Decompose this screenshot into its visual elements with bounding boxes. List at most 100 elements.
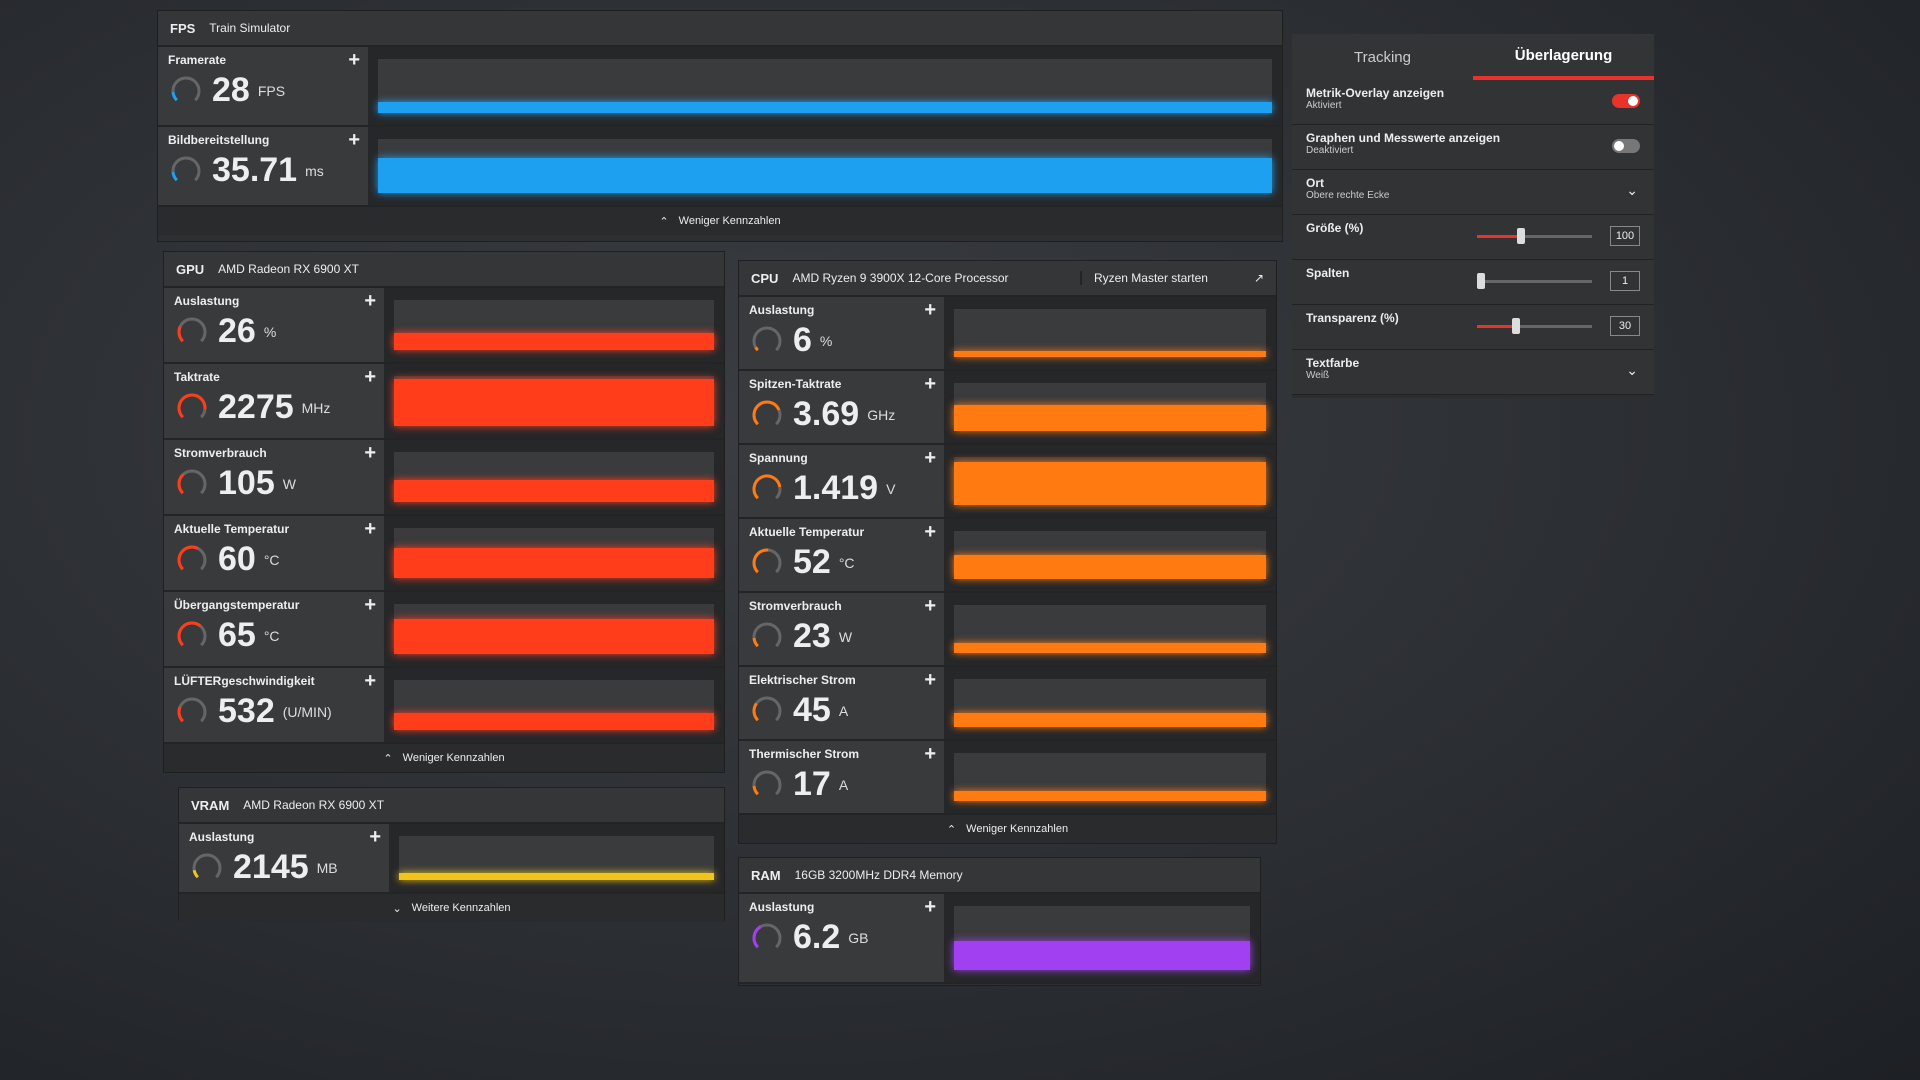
panel-header: GPU AMD Radeon RX 6900 XT [164, 252, 724, 288]
add-metric-icon[interactable]: + [364, 594, 376, 616]
metric-row: Framerate +28 FPS [158, 47, 1282, 127]
toggle-metrics-button[interactable]: ⌃ Weniger Kennzahlen [158, 207, 1282, 235]
metric-value-group: 6% [749, 321, 934, 360]
toggle-metrics-button[interactable]: ⌄ Weitere Kennzahlen [179, 894, 724, 922]
add-metric-icon[interactable]: + [924, 896, 936, 918]
settings-panel: Tracking Überlagerung Metrik-Overlay anz… [1292, 34, 1654, 398]
metric-value-group: 17 A [749, 765, 934, 804]
toggle-metrics-button[interactable]: ⌃ Weniger Kennzahlen [164, 744, 724, 772]
add-metric-icon[interactable]: + [364, 366, 376, 388]
add-metric-icon[interactable]: + [924, 373, 936, 395]
size-value[interactable]: 100 [1610, 226, 1640, 246]
metric-graph [384, 516, 724, 590]
graph-area [954, 753, 1266, 801]
metric-unit: (U/MIN) [282, 703, 332, 720]
columns-slider[interactable] [1477, 273, 1592, 289]
add-metric-icon[interactable]: + [348, 49, 360, 71]
graph-area [954, 309, 1266, 357]
metric-info: Spitzen-Taktrate +3.69 GHz [739, 371, 944, 443]
transparency-slider[interactable] [1477, 318, 1592, 334]
add-metric-icon[interactable]: + [924, 521, 936, 543]
fps-panel: FPS Train Simulator Framerate +28 FPS Bildber… [157, 10, 1283, 242]
toggle-metrics-button[interactable]: ⌃ Weniger Kennzahlen [739, 815, 1276, 843]
metric-row: Aktuelle Temperatur +52 °C [739, 519, 1276, 593]
metric-row: Auslastung +26% [164, 288, 724, 364]
chevron-down-icon: ⌄ [392, 902, 402, 915]
add-metric-icon[interactable]: + [364, 290, 376, 312]
location-dropdown[interactable]: Ort Obere rechte Ecke ⌄ [1292, 170, 1654, 215]
metric-value-group: 28 FPS [168, 71, 358, 110]
gauge-icon [177, 621, 207, 646]
metric-unit: W [282, 475, 296, 492]
metric-graph [944, 371, 1276, 443]
transparency-label: Transparenz (%) [1306, 311, 1399, 325]
add-metric-icon[interactable]: + [348, 129, 360, 151]
add-metric-icon[interactable]: + [364, 442, 376, 464]
metric-unit: V [886, 480, 896, 497]
graph-fill [378, 102, 1272, 113]
metric-value: 52 [793, 543, 831, 581]
metric-row: Auslastung +6% [739, 297, 1276, 371]
metric-unit: % [263, 323, 277, 340]
add-metric-icon[interactable]: + [364, 518, 376, 540]
metric-label: Auslastung [749, 900, 815, 914]
overlay-toggle[interactable] [1612, 94, 1640, 108]
add-metric-icon[interactable]: + [924, 743, 936, 765]
metric-value: 17 [793, 765, 831, 803]
gauge-icon [752, 326, 782, 351]
metric-unit: °C [263, 627, 280, 644]
graphs-toggle-row[interactable]: Graphen und Messwerte anzeigen Deaktivier… [1292, 125, 1654, 170]
overlay-toggle-row[interactable]: Metrik-Overlay anzeigen Aktiviert [1292, 80, 1654, 125]
tab-tracking[interactable]: Tracking [1354, 48, 1411, 66]
metric-value-group: 65 °C [174, 616, 374, 655]
add-metric-icon[interactable]: + [924, 669, 936, 691]
metric-row: Auslastung +6.2 GB [739, 894, 1260, 984]
metric-unit: A [838, 702, 849, 719]
external-link-icon: ↗ [1253, 271, 1264, 285]
metric-unit: GHz [867, 406, 896, 423]
graph-area [378, 59, 1272, 113]
metric-value: 28 [212, 71, 250, 109]
graph-area [954, 679, 1266, 727]
graph-area [394, 528, 714, 578]
metric-value: 105 [218, 464, 275, 502]
graphs-label: Graphen und Messwerte anzeigen [1306, 131, 1501, 145]
chevron-up-icon: ⌃ [946, 823, 957, 836]
metric-graph [944, 297, 1276, 369]
graph-area [394, 376, 714, 426]
gauge-icon [177, 697, 207, 722]
chevron-down-icon: ⌄ [1626, 182, 1638, 198]
graphs-toggle[interactable] [1612, 139, 1640, 153]
metric-value: 3.69 [793, 395, 860, 433]
graph-area [394, 604, 714, 654]
metric-value: 23 [793, 617, 831, 655]
transparency-value[interactable]: 30 [1610, 316, 1640, 336]
metric-label: Aktuelle Temperatur [174, 522, 290, 536]
fps-title: Train Simulator [209, 21, 291, 35]
metric-row: Stromverbrauch +105 W [164, 440, 724, 516]
textcolor-dropdown[interactable]: Textfarbe Weiß ⌄ [1292, 350, 1654, 395]
graph-area [378, 139, 1272, 193]
panel-header: FPS Train Simulator [158, 11, 1282, 47]
metric-graph [389, 824, 724, 892]
graph-area [954, 531, 1266, 579]
tab-overlay[interactable]: Überlagerung [1473, 34, 1654, 80]
graph-area [399, 836, 714, 880]
add-metric-icon[interactable]: + [924, 447, 936, 469]
add-metric-icon[interactable]: + [364, 670, 376, 692]
add-metric-icon[interactable]: + [924, 595, 936, 617]
columns-value[interactable]: 1 [1610, 271, 1640, 291]
metric-info: Übergangstemperatur +65 °C [164, 592, 384, 666]
metric-unit: FPS [257, 82, 286, 99]
metric-row: Spannung +1.419 V [739, 445, 1276, 519]
add-metric-icon[interactable]: + [924, 299, 936, 321]
metric-value: 532 [218, 692, 275, 730]
ryzen-master-button[interactable]: Ryzen Master starten [1079, 271, 1240, 285]
graph-area [954, 605, 1266, 653]
metric-row: Taktrate +2275 MHz [164, 364, 724, 440]
size-slider[interactable] [1477, 228, 1592, 244]
add-metric-icon[interactable]: + [369, 826, 381, 848]
textcolor-label: Textfarbe [1306, 356, 1360, 370]
metric-unit: GB [848, 929, 869, 946]
panel-header: VRAM AMD Radeon RX 6900 XT [179, 788, 724, 824]
